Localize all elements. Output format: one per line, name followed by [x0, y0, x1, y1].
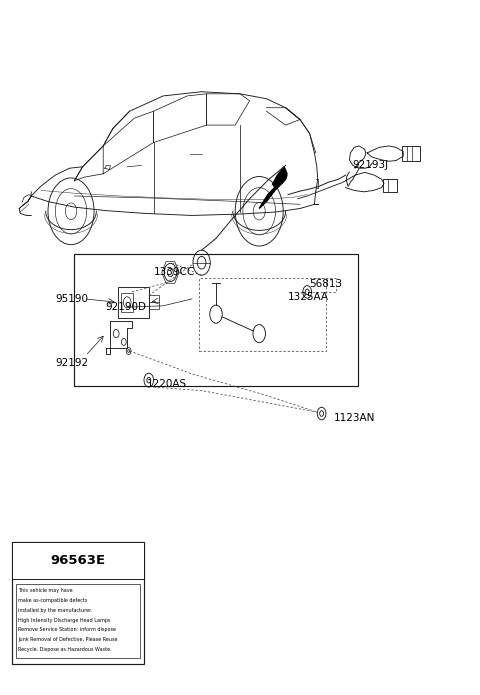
Text: 92193J: 92193J: [353, 161, 389, 170]
Text: High Intensity Discharge Head Lamps: High Intensity Discharge Head Lamps: [18, 618, 111, 623]
Text: installed by the manufacturer.: installed by the manufacturer.: [18, 607, 93, 613]
Text: Junk Removal of Defective, Please Reuse: Junk Removal of Defective, Please Reuse: [18, 637, 118, 642]
Polygon shape: [273, 167, 287, 189]
Bar: [383, 179, 397, 192]
Bar: [12, 542, 144, 578]
Text: 95190: 95190: [55, 294, 88, 304]
Polygon shape: [259, 175, 287, 208]
Bar: [402, 146, 420, 161]
Bar: [12, 542, 144, 664]
Bar: [74, 254, 358, 386]
Text: 1339CC: 1339CC: [154, 268, 195, 277]
Bar: [149, 295, 159, 309]
Bar: [16, 584, 140, 658]
Text: 1325AA: 1325AA: [288, 293, 329, 302]
Bar: [118, 287, 149, 318]
Text: 96563E: 96563E: [50, 554, 106, 567]
Text: This vehicle may have: This vehicle may have: [18, 588, 73, 594]
Text: make as-compatible defects: make as-compatible defects: [18, 598, 88, 603]
Text: 92190D: 92190D: [106, 302, 146, 312]
Text: 1220AS: 1220AS: [146, 379, 187, 389]
Bar: [121, 293, 133, 312]
Text: Remove Service Station: inform dispose: Remove Service Station: inform dispose: [18, 627, 116, 632]
Text: 92192: 92192: [55, 358, 88, 368]
Text: Recycle. Dispose as Hazardous Waste.: Recycle. Dispose as Hazardous Waste.: [18, 646, 112, 652]
Text: 1123AN: 1123AN: [334, 414, 375, 423]
Text: 56813: 56813: [310, 279, 343, 288]
